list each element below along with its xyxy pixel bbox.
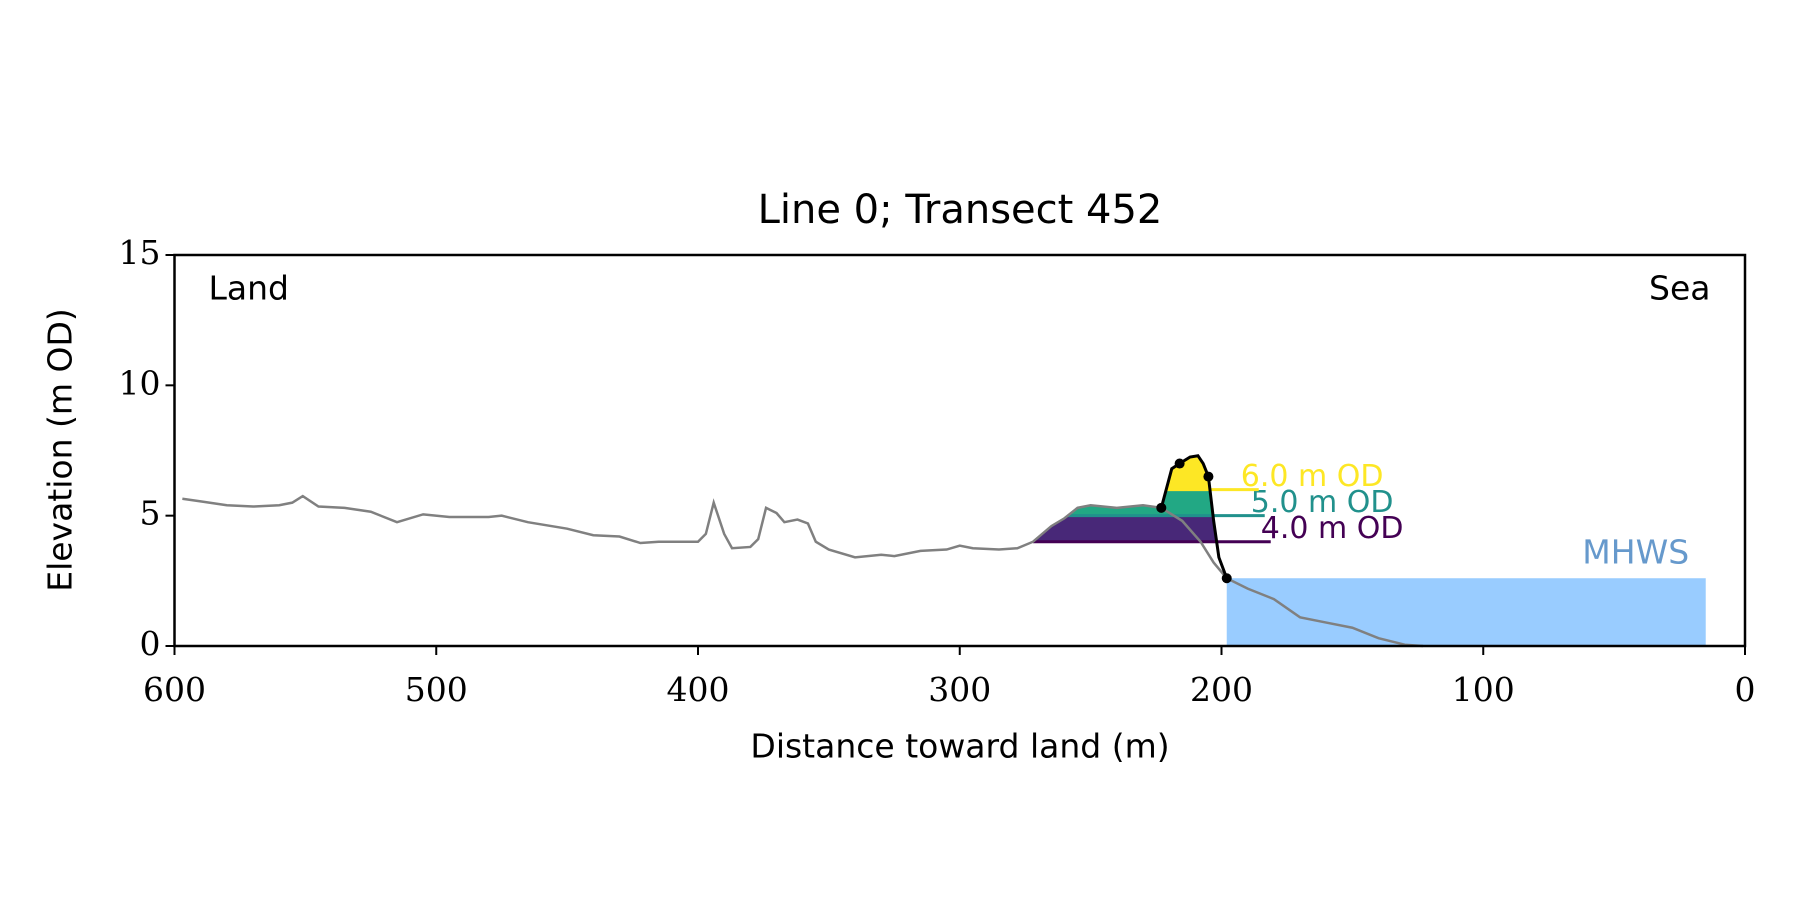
- level-band: [959, 489, 1227, 516]
- marker: [1221, 573, 1232, 584]
- annotation: Land: [209, 269, 289, 308]
- mhws-area: [1226, 578, 1706, 646]
- x-tick-label: 300: [928, 670, 991, 709]
- chart-title: Line 0; Transect 452: [758, 187, 1163, 233]
- profile-line: [182, 494, 1424, 648]
- level-label: 5.0 m OD: [1251, 485, 1394, 520]
- level-band: [959, 455, 1227, 490]
- level-label: 6.0 m OD: [1241, 459, 1384, 494]
- y-tick-label: 0: [140, 624, 161, 663]
- annotation: Sea: [1649, 269, 1710, 308]
- y-axis-label: Elevation (m OD): [41, 308, 80, 592]
- level-band: [959, 515, 1227, 542]
- x-axis-label: Distance toward land (m): [750, 727, 1169, 766]
- x-tick-label: 500: [405, 670, 468, 709]
- x-tick-label: 600: [143, 670, 206, 709]
- x-tick-label: 100: [1452, 670, 1515, 709]
- y-tick-label: 15: [119, 233, 161, 272]
- marker: [1174, 458, 1185, 469]
- x-tick-label: 400: [667, 670, 730, 709]
- level-label: 4.0 m OD: [1261, 511, 1404, 546]
- marker: [1203, 471, 1214, 482]
- x-tick-label: 0: [1735, 670, 1756, 709]
- x-tick-label: 200: [1190, 670, 1253, 709]
- mhws-label: MHWS: [1582, 533, 1689, 572]
- marker: [1156, 502, 1167, 513]
- y-tick-label: 10: [119, 363, 161, 402]
- y-tick-label: 5: [140, 494, 161, 533]
